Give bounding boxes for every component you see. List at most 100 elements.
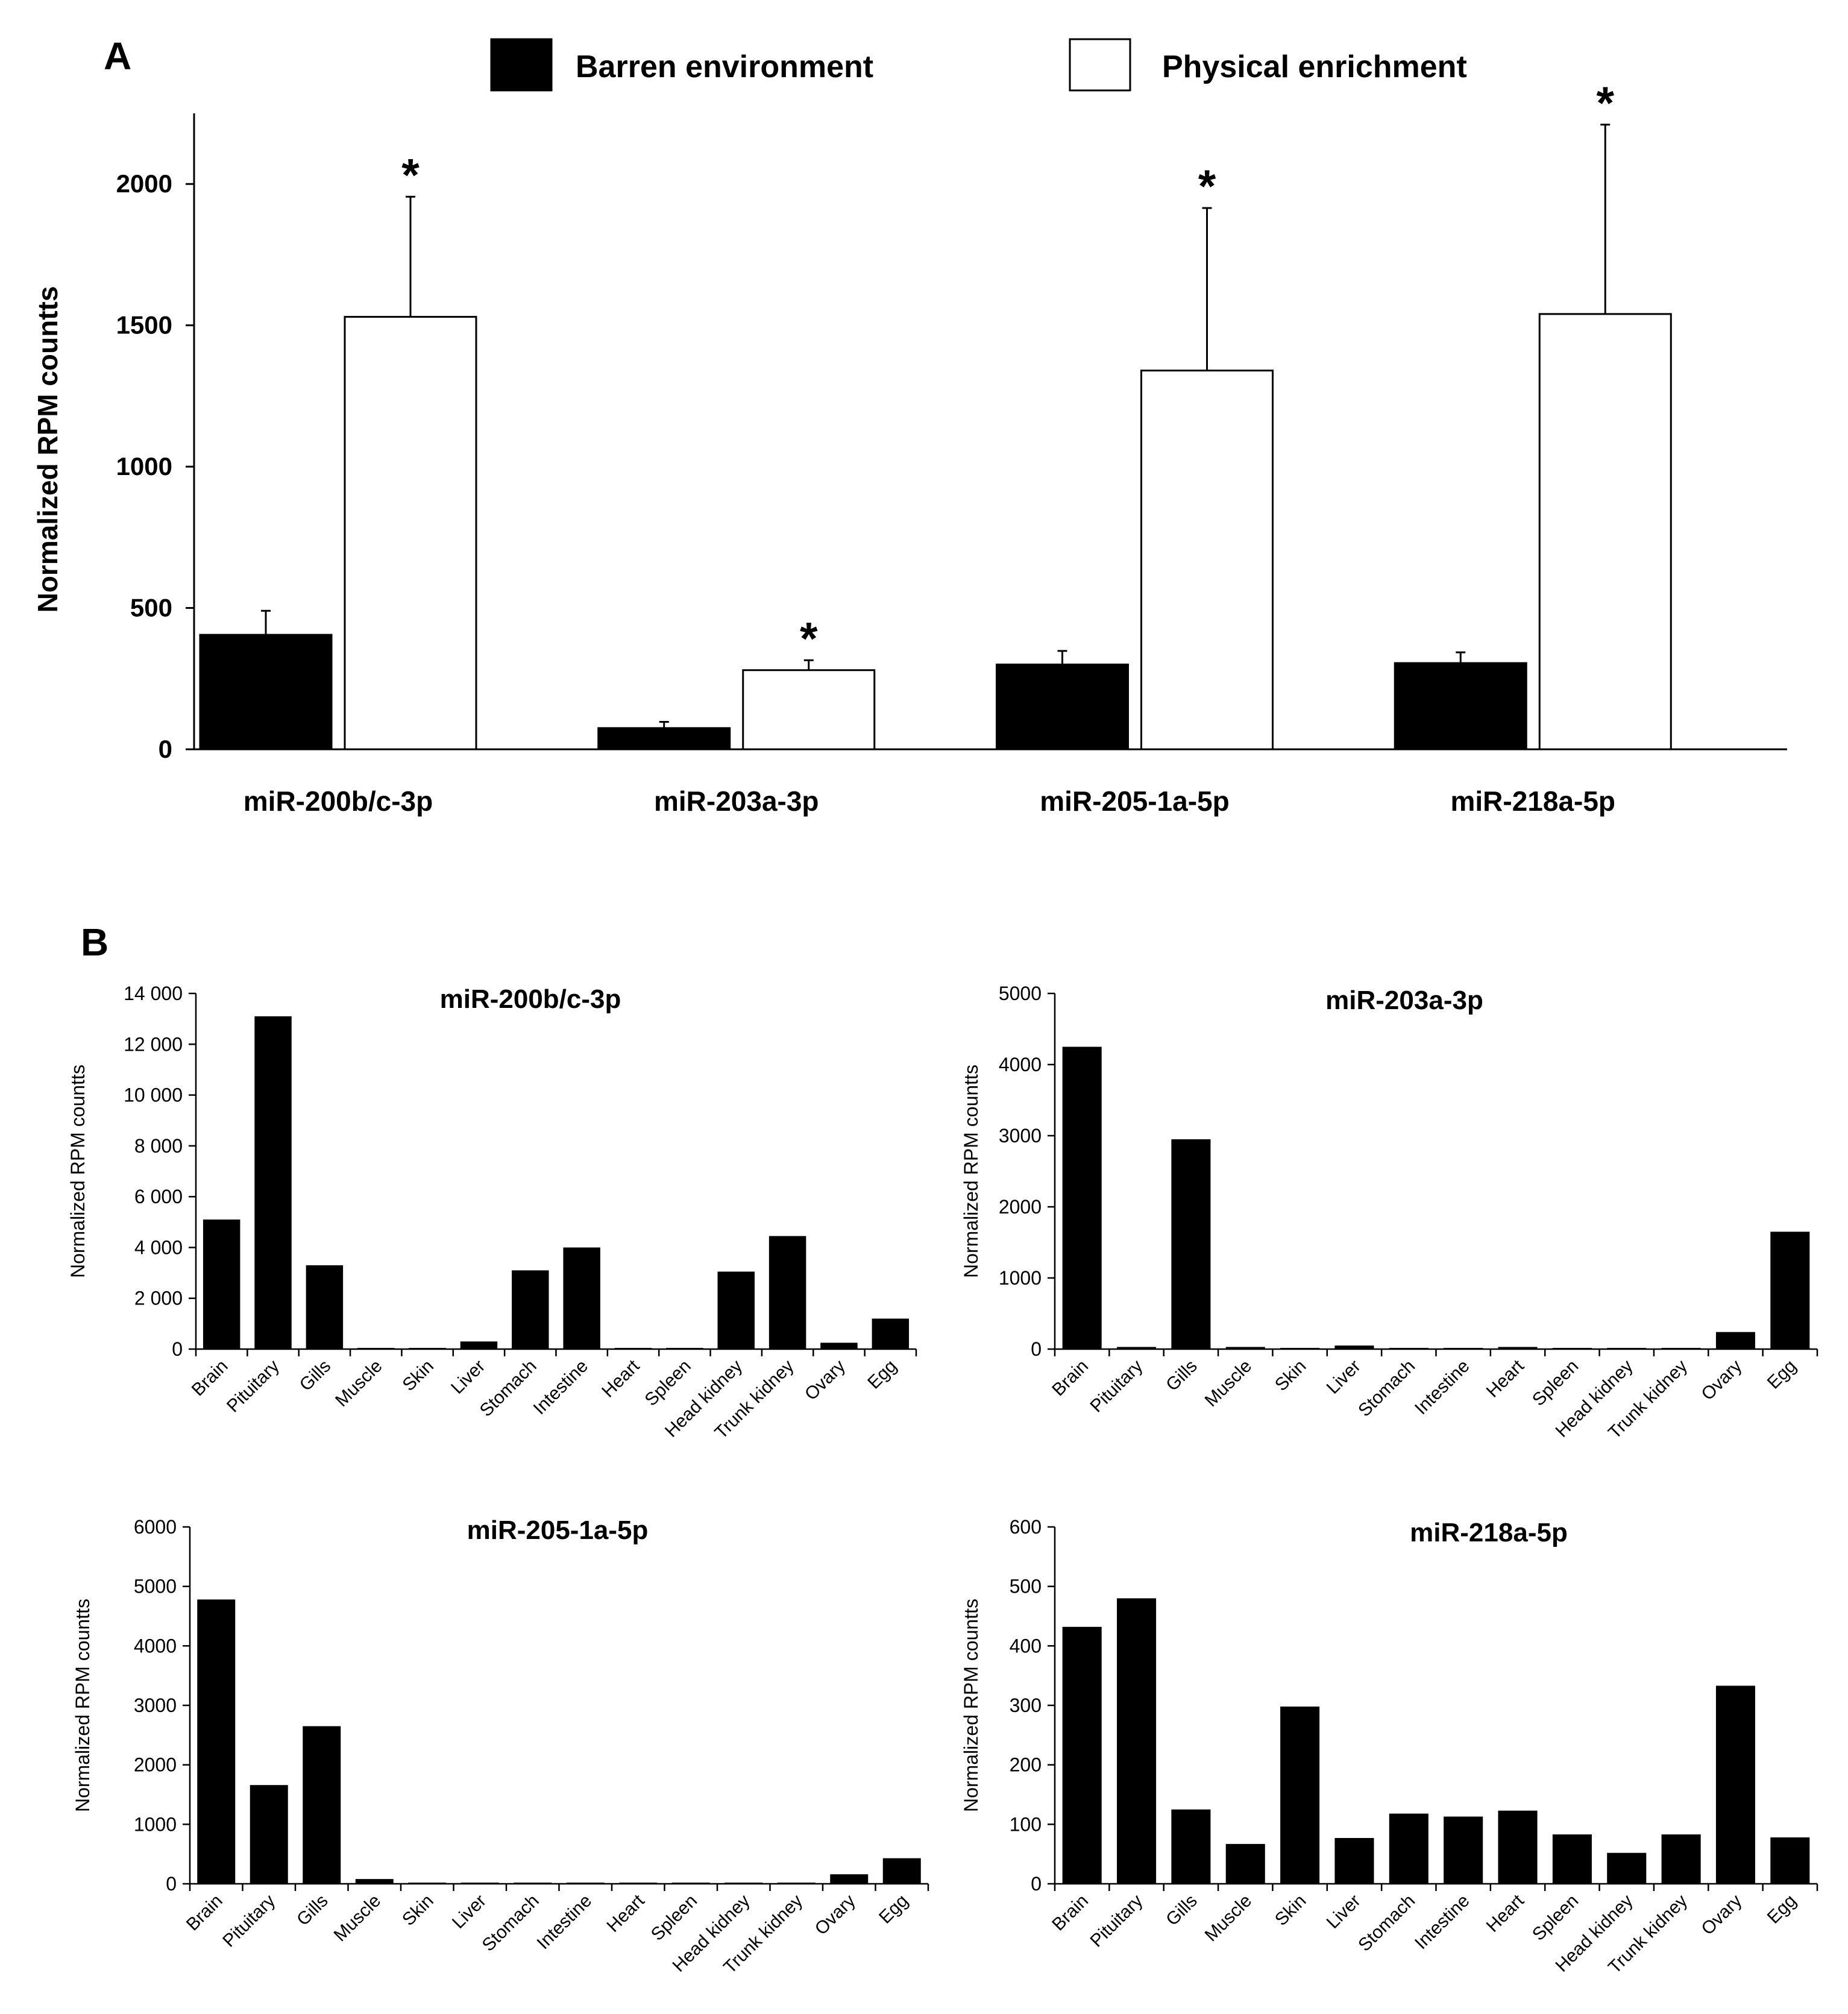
bar-skin — [1280, 1706, 1320, 1884]
y-tick-label: 2 000 — [134, 1288, 183, 1309]
y-tick-label: 14 000 — [124, 983, 183, 1004]
y-tick-label: 10 000 — [124, 1084, 183, 1106]
bar-pituitary — [1117, 1347, 1157, 1349]
y-tick-label: 5000 — [999, 983, 1042, 1004]
y-tick-label: 4000 — [134, 1635, 177, 1657]
panel-a-bar-barren — [1394, 662, 1527, 751]
y-tick-label: 2000 — [134, 1754, 177, 1776]
panel-a-y-tick-label: 0 — [159, 735, 172, 763]
legend-label-barren: Barren environment — [576, 49, 873, 84]
panel-a-legend: Barren environment Physical enrichment — [490, 38, 1467, 92]
bar-intestine — [563, 1247, 600, 1349]
panel-a-y-tick-label: 1000 — [116, 452, 172, 480]
bar-ovary — [820, 1342, 858, 1349]
legend-swatch-barren — [490, 38, 553, 92]
bar-muscle — [1225, 1843, 1265, 1884]
bar-stomach — [512, 1270, 549, 1349]
bar-pituitary — [254, 1016, 292, 1349]
bar-gills — [1171, 1809, 1211, 1884]
panel-a-bar-barren — [199, 634, 333, 751]
y-tick-label: 1000 — [134, 1813, 177, 1835]
bar-trunk-kidney — [768, 1236, 806, 1349]
chart-title: miR-205-1a-5p — [467, 1515, 649, 1545]
y-tick-label: 5000 — [134, 1576, 177, 1597]
y-tick-label: 300 — [1010, 1695, 1042, 1716]
bar-skin — [1280, 1348, 1320, 1349]
y-axis-label: Normalized RPM countts — [72, 1599, 93, 1812]
y-tick-label: 2000 — [999, 1196, 1042, 1218]
panel-a-bar-enriched — [1538, 313, 1672, 751]
bar-brain — [1062, 1626, 1102, 1884]
y-axis-label: Normalized RPM countts — [67, 1065, 89, 1278]
panel-a-y-tick-label: 2000 — [116, 169, 172, 198]
bar-intestine — [1444, 1348, 1483, 1349]
panel-a-significance-star: * — [1596, 78, 1614, 129]
y-tick-label: 600 — [1010, 1516, 1042, 1538]
panel-a-category-label: miR-203a-3p — [654, 785, 819, 817]
bar-head-kidney — [1607, 1852, 1647, 1884]
bar-skin — [408, 1883, 447, 1884]
panel-a-category-label: miR-205-1a-5p — [1040, 785, 1229, 817]
bar-stomach — [1389, 1348, 1428, 1349]
y-tick-label: 0 — [172, 1338, 183, 1360]
panel-a-bar-enriched — [742, 669, 876, 751]
y-tick-label: 0 — [166, 1873, 177, 1895]
bar-spleen — [1552, 1348, 1592, 1349]
bar-pituitary — [250, 1785, 288, 1884]
bar-muscle — [355, 1879, 394, 1884]
bar-brain — [1062, 1046, 1102, 1349]
bar-egg — [872, 1318, 910, 1349]
bar-gills — [306, 1265, 344, 1349]
panel-a-bar-barren — [597, 727, 731, 751]
bar-egg — [882, 1858, 921, 1884]
bar-heart — [1498, 1810, 1538, 1884]
bar-ovary — [1715, 1332, 1755, 1349]
y-axis-label: Normalized RPM countts — [960, 1599, 982, 1812]
bar-head-kidney — [1607, 1348, 1647, 1349]
bar-gills — [303, 1726, 341, 1884]
bar-head-kidney — [717, 1271, 755, 1349]
bar-stomach — [514, 1883, 552, 1884]
panel-a-y-tick-label: 500 — [130, 594, 172, 622]
y-tick-label: 6 000 — [134, 1186, 183, 1207]
y-tick-label: 4000 — [999, 1054, 1042, 1075]
y-tick-label: 500 — [1010, 1576, 1042, 1597]
bar-liver — [460, 1883, 499, 1884]
y-tick-label: 0 — [1031, 1873, 1042, 1895]
bar-brain — [203, 1219, 240, 1349]
panel-a-significance-star: * — [401, 149, 420, 201]
panel-b-letter: B — [81, 920, 108, 964]
y-tick-label: 6000 — [134, 1516, 177, 1538]
y-tick-label: 3000 — [134, 1695, 177, 1716]
bar-liver — [1334, 1838, 1374, 1884]
panel-a-bar-enriched — [1140, 370, 1274, 751]
y-tick-label: 3000 — [999, 1125, 1042, 1147]
y-tick-label: 8 000 — [134, 1135, 183, 1157]
chart-title: miR-200b/c-3p — [440, 984, 621, 1014]
panel-a-letter: A — [104, 34, 131, 78]
bar-brain — [197, 1599, 236, 1884]
bar-muscle — [1225, 1347, 1265, 1349]
bar-intestine — [1444, 1816, 1483, 1884]
bar-spleen — [666, 1348, 703, 1349]
panel-a-significance-star: * — [1198, 161, 1216, 212]
bar-skin — [409, 1348, 446, 1349]
bar-pituitary — [1117, 1598, 1157, 1884]
legend-swatch-enriched — [1069, 38, 1131, 92]
bar-muscle — [357, 1348, 395, 1349]
bar-heart — [619, 1883, 658, 1884]
bar-heart — [1498, 1347, 1538, 1349]
bar-ovary — [1715, 1685, 1755, 1884]
panel-a-y-axis-label: Normalized RPM countts — [32, 286, 63, 613]
bar-gills — [1171, 1139, 1211, 1349]
bar-ovary — [830, 1874, 869, 1884]
y-tick-label: 12 000 — [124, 1033, 183, 1055]
panel-a-category-label: miR-218a-5p — [1450, 785, 1615, 817]
y-tick-label: 400 — [1010, 1635, 1042, 1657]
bar-liver — [1334, 1345, 1374, 1349]
panel-a-chart: 0 500 1000 1500 2000 Normalized RPM countts * m… — [32, 78, 1787, 817]
bar-spleen — [671, 1883, 710, 1884]
bar-egg — [1770, 1232, 1810, 1349]
